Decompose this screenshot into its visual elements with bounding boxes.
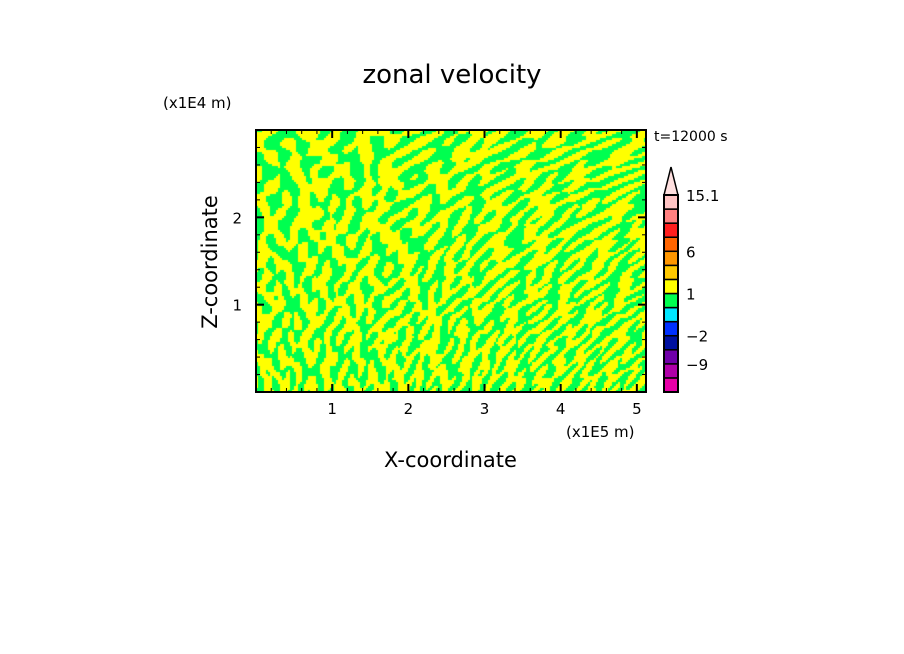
colorbar-segment [663,363,679,379]
time-label: t=12000 s [654,129,728,145]
x-tick-label: 3 [480,400,490,418]
plot-frame [255,129,647,393]
y-tick-label: 1 [232,297,242,315]
colorbar-segment [663,349,679,365]
colorbar-segment [663,306,679,323]
x-tick-label: 1 [327,400,337,418]
y-tick-label: 2 [232,209,242,227]
colorbar-segment [663,292,679,309]
colorbar-segment [663,236,679,253]
contour-field [256,130,646,392]
colorbar-label: 6 [686,243,696,261]
colorbar-label: −9 [686,356,708,374]
colorbar-frame [663,194,679,393]
colorbar-segment [663,278,679,295]
colorbar-segment [663,222,679,238]
colorbar-segment [663,194,679,210]
colorbar-label: 15.1 [686,187,719,205]
x-axis-label-text: X-coordinate [384,448,517,472]
x-axis-label: X-coordinate [0,448,904,472]
colorbar-segment [663,320,679,337]
colorbar-segment [663,208,679,224]
x-tick-label: 2 [404,400,414,418]
colorbar-segment [663,250,679,267]
y-unit-label: (x1E4 m) [163,94,232,112]
colorbar-segment [663,264,679,281]
colorbar-extend-triangle [663,166,679,196]
colorbar-segment [663,377,679,393]
chart-title: zonal velocity [362,60,542,90]
x-tick-label: 5 [632,400,642,418]
x-unit-label: (x1E5 m) [566,423,635,441]
colorbar-label: −2 [686,328,708,346]
x-tick-label: 4 [556,400,566,418]
colorbar-label: 1 [686,286,696,304]
colorbar-segment [663,334,679,351]
